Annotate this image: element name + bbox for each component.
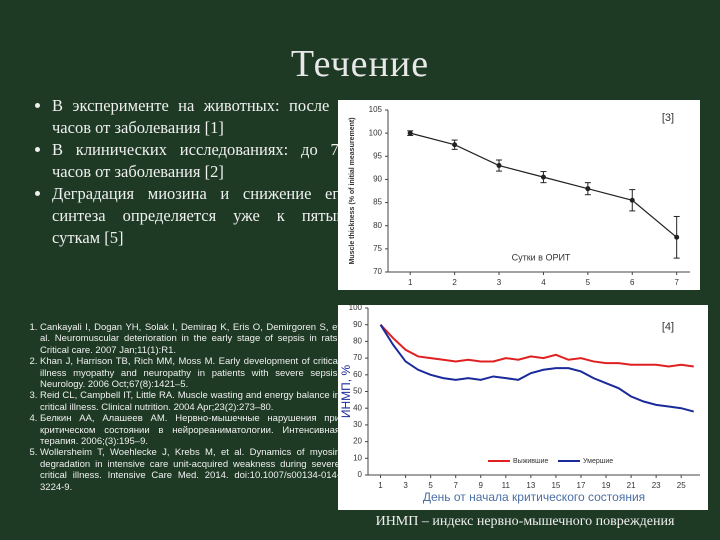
x-tick-label: 2 [452,278,457,287]
y-tick-label: 85 [373,198,382,207]
data-point [629,197,635,203]
y-tick-label: 105 [369,105,383,114]
reference: Белкин АА, Алашеев АМ. Нервно-мышечные н… [40,413,340,447]
x-tick-label: 7 [453,481,458,490]
x-axis-label: День от начала критического состояния [423,490,645,504]
caption: ИНМП – индекс нервно-мышечного поврежден… [375,514,675,529]
bullet: В клинических исследованиях: до 72 часов… [52,139,347,183]
data-point [585,186,591,192]
data-point [540,174,546,180]
annotation: [4] [662,321,674,333]
data-point [452,142,458,148]
y-tick-label: 70 [373,267,382,276]
data-point [674,234,680,240]
y-tick-label: 75 [373,244,382,253]
y-tick-label: 80 [373,221,382,230]
reference: Reid CL, Campbell IT, Little RA. Muscle … [40,390,340,413]
data-line [379,324,694,368]
x-tick-label: 21 [627,481,636,490]
y-tick-label: 0 [358,470,363,479]
x-tick-label: 3 [497,278,502,287]
y-tick-label: 80 [353,337,362,346]
chart: 70 75 80 85 90 95 100 105 1 2 3 4 5 6 7 Muscle thicknes… [338,100,700,290]
reference: Wollersheim T, Woehlecke J, Krebs M, et … [40,447,340,493]
y-tick-label: 90 [353,320,362,329]
x-tick-label: 5 [428,481,433,490]
x-tick-label: 1 [408,278,413,287]
reference: Cankayali I, Dogan YH, Solak I, Demirag … [40,322,340,356]
legend-label: Умершие [583,458,613,465]
y-tick-label: 100 [369,128,383,137]
y-tick-label: 60 [353,370,362,379]
y-axis-label: Muscle thickness (% of initial measureme… [349,117,356,264]
data-point [407,130,413,136]
y-tick-label: 20 [353,437,362,446]
x-tick-label: 9 [479,481,484,490]
y-tick-label: 50 [353,387,362,396]
x-tick-label: 4 [541,278,546,287]
reference-list: Cankayali I, Dogan YH, Solak I, Demirag … [22,322,340,493]
x-tick-label: 17 [577,481,586,490]
bullet-list: В эксперименте на животных: после 6 часо… [22,95,347,249]
y-tick-label: 30 [353,420,362,429]
bullet: Деградация миозина и снижение его синтез… [52,183,347,249]
annotation: [3] [662,112,674,124]
y-tick-label: 10 [353,453,362,462]
y-tick-label: 40 [353,403,362,412]
x-tick-label: 11 [502,481,511,490]
x-tick-label: 25 [677,481,686,490]
y-tick-label: 100 [349,305,363,312]
y-tick-label: 95 [373,151,382,160]
x-tick-label: 6 [630,278,635,287]
data-line [379,324,694,413]
x-axis-label: Сутки в ОРИТ [512,252,571,262]
data-line [410,132,678,238]
bullet: В эксперименте на животных: после 6 часо… [52,95,347,139]
y-tick-label: 70 [353,353,362,362]
x-tick-label: 3 [403,481,408,490]
slide-title: Течение [290,43,430,85]
x-tick-label: 15 [551,481,560,490]
legend-label: Выжившие [513,458,549,465]
x-tick-label: 7 [674,278,679,287]
data-point [496,163,502,169]
x-tick-label: 19 [602,481,611,490]
reference: Khan J, Harrison TB, Rich MM, Moss M. Ea… [40,356,340,390]
y-tick-label: 90 [373,175,382,184]
y-axis-label: ИНМП, % [339,365,353,419]
x-tick-label: 13 [526,481,535,490]
x-tick-label: 1 [378,481,383,490]
x-tick-label: 5 [586,278,591,287]
x-tick-label: 23 [652,481,661,490]
